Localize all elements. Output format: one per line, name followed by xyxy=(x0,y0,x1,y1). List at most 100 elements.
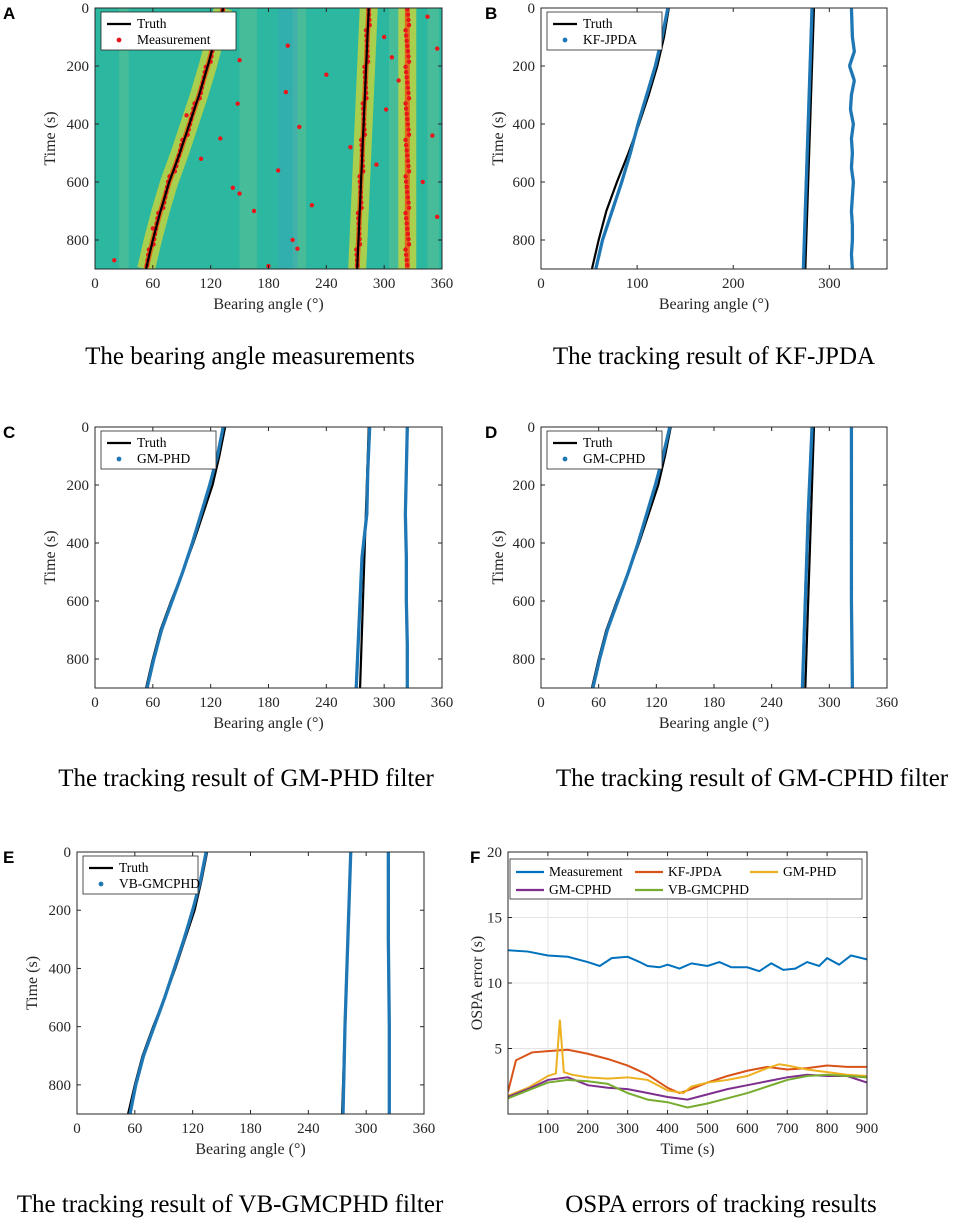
series-line-gm-cphd xyxy=(508,1073,867,1101)
x-tick-label: 200 xyxy=(577,1121,600,1137)
panel-f: F OSPA errors of tracking results 100 200 30… xyxy=(469,845,878,1218)
measurement-point xyxy=(403,216,409,221)
measurement-point xyxy=(198,156,204,161)
measurement-point xyxy=(405,12,411,17)
x-tick-label: 300 xyxy=(355,1121,378,1137)
measurement-point xyxy=(237,191,242,196)
heatmap-stripe xyxy=(427,8,440,269)
measurement-point xyxy=(405,189,410,195)
y-tick-label: 5 xyxy=(495,1042,503,1058)
measurement-point xyxy=(150,226,156,231)
x-tick-label: 180 xyxy=(239,1121,262,1137)
measurement-point xyxy=(405,116,410,122)
truth-line xyxy=(804,8,816,269)
legend-label: GM-PHD xyxy=(137,451,191,466)
measurement-point xyxy=(348,145,353,150)
y-tick-label: 400 xyxy=(513,117,536,133)
y-tick-label: 800 xyxy=(513,233,536,249)
measurement-point xyxy=(290,237,295,243)
x-tick-label: 60 xyxy=(591,695,606,711)
truth-line xyxy=(804,427,816,688)
panel-label: A xyxy=(3,4,15,23)
truth-line xyxy=(356,8,370,269)
plot-area xyxy=(590,427,855,688)
y-tick-label: 200 xyxy=(49,903,72,919)
heatmap-stripe xyxy=(119,8,129,269)
legend-marker xyxy=(116,37,122,43)
x-tick-label: 180 xyxy=(703,695,726,711)
x-tick-label: 600 xyxy=(736,1121,759,1137)
measurement-point xyxy=(406,200,411,205)
panel-caption: The tracking result of VB-GMCPHD filter xyxy=(17,1191,444,1218)
legend-label: GM-CPHD xyxy=(583,451,646,466)
legend-label: KF-JPDA xyxy=(668,864,722,879)
panel-caption: The tracking result of KF-JPDA xyxy=(553,343,875,370)
legend-label: Truth xyxy=(137,435,167,450)
measurement-point xyxy=(285,43,290,48)
legend-box xyxy=(546,11,663,51)
measurement-point xyxy=(381,34,387,40)
measurement-point xyxy=(406,132,412,137)
y-axis-label: Time (s) xyxy=(42,530,59,584)
legend-label: Truth xyxy=(583,16,613,31)
x-tick-label: 120 xyxy=(199,276,222,292)
x-axis-label: Bearing angle (°) xyxy=(659,715,769,732)
legend-label: GM-CPHD xyxy=(549,882,612,897)
y-tick-label: 0 xyxy=(64,845,72,861)
y-axis-label: Time (s) xyxy=(42,111,59,165)
measurement-point xyxy=(405,8,410,12)
panel-label: F xyxy=(470,848,480,867)
measurement-point xyxy=(406,54,411,59)
x-tick-label: 0 xyxy=(537,276,545,292)
legend-label: Truth xyxy=(137,16,167,31)
measurement-point xyxy=(406,236,411,242)
x-tick-label: 300 xyxy=(373,276,396,292)
measurement-point xyxy=(406,17,411,23)
x-tick-label: 120 xyxy=(199,695,222,711)
measurement-point xyxy=(405,195,411,200)
measurement-point xyxy=(403,69,409,75)
measurement-point xyxy=(430,133,435,138)
legend-marker xyxy=(98,881,104,887)
y-tick-label: 10 xyxy=(487,976,502,992)
measurement-point xyxy=(403,142,409,148)
measurement-point xyxy=(406,242,412,247)
legend-box xyxy=(509,858,863,900)
x-axis-label: Bearing angle (°) xyxy=(195,1141,305,1158)
measurement-point xyxy=(404,221,409,226)
y-tick-label: 600 xyxy=(513,175,536,191)
x-tick-label: 240 xyxy=(315,695,338,711)
measurement-point xyxy=(406,95,412,101)
y-tick-label: 600 xyxy=(67,594,90,610)
measurement-point xyxy=(251,208,257,214)
y-tick-label: 800 xyxy=(67,233,90,249)
x-tick-label: 240 xyxy=(760,695,783,711)
measurement-point xyxy=(374,162,379,167)
measurement-point xyxy=(434,46,440,51)
legend-box xyxy=(82,855,199,895)
measurement-point xyxy=(112,258,117,263)
legend-box xyxy=(100,11,237,51)
measurement-point xyxy=(405,263,410,268)
x-tick-label: 800 xyxy=(816,1121,839,1137)
y-tick-label: 15 xyxy=(487,911,502,927)
measurement-point xyxy=(404,257,409,263)
panel-label: D xyxy=(485,423,497,442)
measurement-point xyxy=(235,101,240,106)
measurement-point xyxy=(403,64,408,70)
x-tick-label: 0 xyxy=(91,695,99,711)
axes-box xyxy=(540,7,888,270)
x-tick-label: 120 xyxy=(181,1121,204,1137)
measurement-point xyxy=(275,168,281,173)
x-tick-label: 360 xyxy=(431,695,454,711)
measurement-point xyxy=(405,80,410,85)
y-tick-label: 200 xyxy=(67,478,90,494)
measurement-point xyxy=(297,124,302,130)
measurement-point xyxy=(403,247,408,252)
x-tick-label: 180 xyxy=(257,276,280,292)
x-tick-label: 500 xyxy=(696,1121,719,1137)
x-axis-label: Time (s) xyxy=(660,1141,714,1158)
panel-caption: OSPA errors of tracking results xyxy=(565,1191,877,1218)
measurement-point xyxy=(324,72,329,77)
heatmap-stripe xyxy=(278,8,298,269)
